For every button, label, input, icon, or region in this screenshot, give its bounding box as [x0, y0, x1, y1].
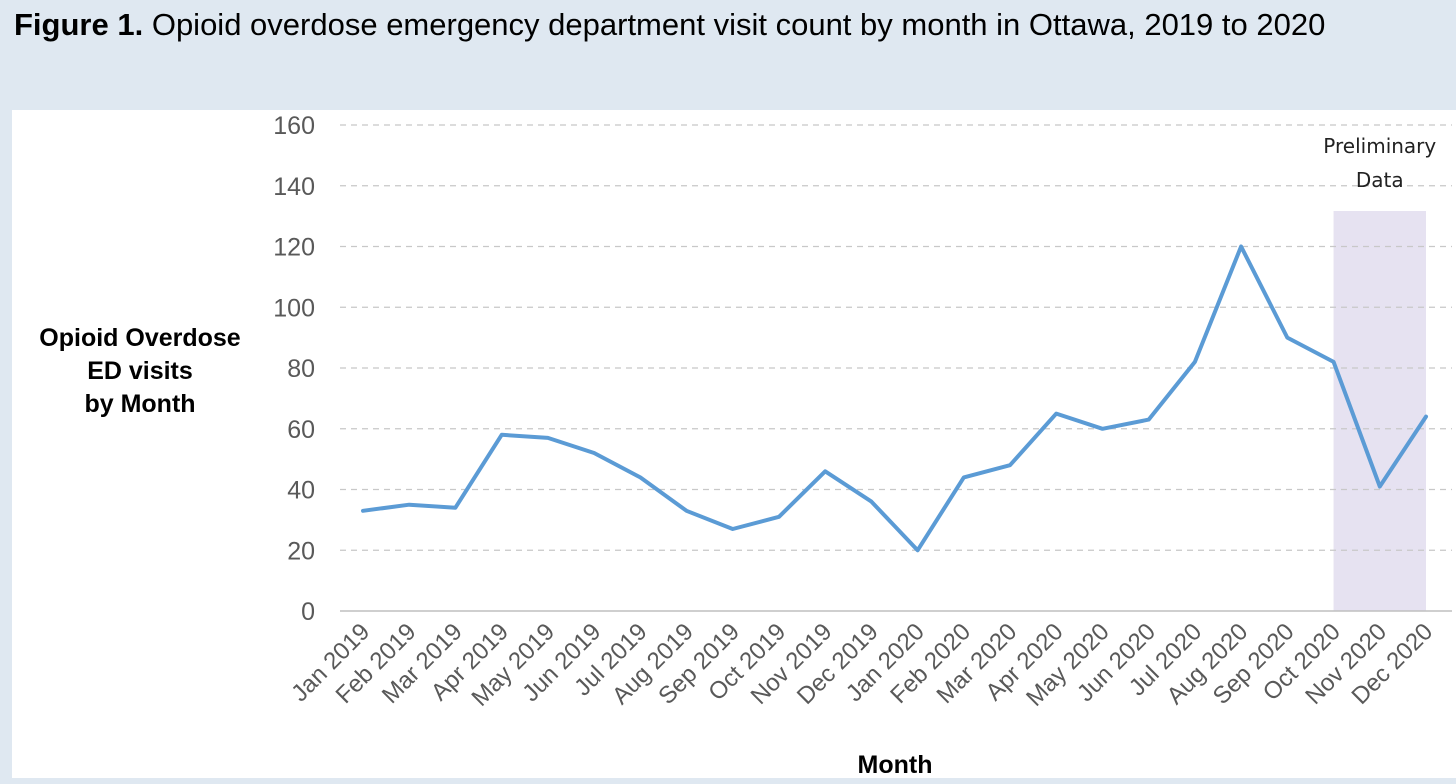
- data-point: [1424, 415, 1428, 419]
- x-axis-label: Month: [858, 751, 933, 779]
- y-tick-label: 120: [273, 234, 315, 262]
- data-point: [1285, 336, 1289, 340]
- y-tick-label: 20: [287, 537, 315, 565]
- y-tick-label: 40: [287, 477, 315, 505]
- y-tick-label: 60: [287, 416, 315, 444]
- preliminary-label-line2: Data: [1356, 168, 1404, 192]
- data-points: [361, 245, 1428, 553]
- data-point: [962, 475, 966, 479]
- data-point: [869, 500, 873, 504]
- preliminary-data-shade: [1333, 211, 1426, 611]
- data-point: [1378, 484, 1382, 488]
- data-point: [823, 469, 827, 473]
- y-axis-ticks: 0 20 40 60 80 100 120 140 160: [273, 112, 315, 626]
- plot-panel: [12, 110, 1456, 778]
- series-line: [361, 244, 1428, 553]
- data-point: [685, 509, 689, 513]
- y-axis-label-line2: ED visits: [87, 357, 193, 385]
- y-tick-label: 160: [273, 112, 315, 140]
- data-point: [1332, 360, 1336, 364]
- data-point: [1239, 245, 1243, 249]
- y-tick-label: 80: [287, 355, 315, 383]
- figure-title-text: Opioid overdose emergency department vis…: [151, 7, 1326, 42]
- preliminary-label-line1: Preliminary: [1323, 134, 1436, 158]
- y-axis-label-line1: Opioid Overdose: [39, 324, 241, 352]
- data-point: [777, 515, 781, 519]
- data-point: [1008, 463, 1012, 467]
- data-point: [361, 509, 365, 513]
- data-point: [1054, 412, 1058, 416]
- gridlines: [340, 124, 1452, 612]
- y-tick-label: 0: [301, 598, 315, 626]
- y-tick-label: 140: [273, 173, 315, 201]
- data-point: [546, 436, 550, 440]
- y-axis-label-line3: by Month: [84, 390, 195, 418]
- data-point: [638, 475, 642, 479]
- data-point: [1193, 360, 1197, 364]
- data-point: [500, 433, 504, 437]
- data-point: [1100, 427, 1104, 431]
- data-point: [453, 506, 457, 510]
- data-point: [407, 503, 411, 507]
- data-point: [916, 548, 920, 552]
- y-tick-label: 100: [273, 294, 315, 322]
- data-point: [592, 451, 596, 455]
- data-point: [1147, 418, 1151, 422]
- figure-title: Figure 1. Opioid overdose emergency depa…: [14, 4, 1434, 46]
- data-point: [731, 527, 735, 531]
- figure-label: Figure 1.: [14, 7, 144, 42]
